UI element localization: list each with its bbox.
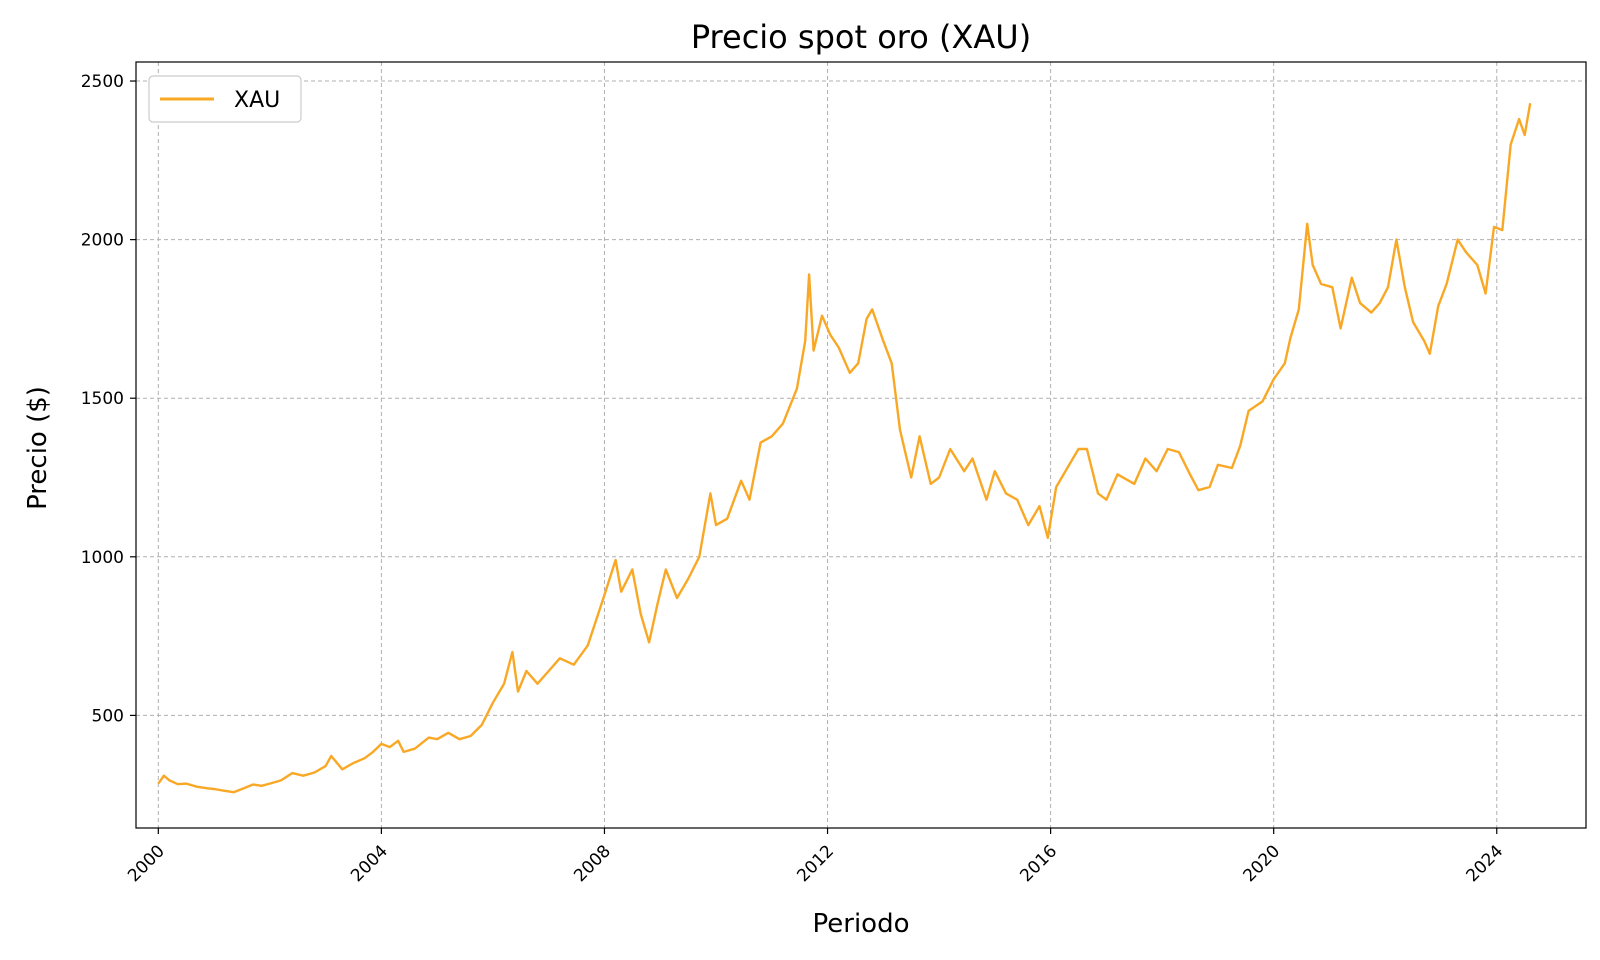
plot-area (135, 61, 1587, 829)
x-axis-label: Periodo (813, 909, 910, 939)
y-tick-label: 1000 (81, 548, 124, 568)
y-tick-label: 2500 (81, 72, 124, 92)
series-line-xau (157, 102, 1532, 794)
legend: XAU (148, 75, 302, 123)
chart-title: Precio spot oro (XAU) (691, 18, 1031, 56)
legend-label-xau: XAU (234, 88, 280, 113)
y-axis: 500 1000 1500 2000 2500 (81, 72, 136, 726)
legend-box (148, 75, 302, 123)
y-tick-label: 500 (92, 706, 124, 726)
series-layer (157, 102, 1532, 794)
grid (136, 62, 1586, 828)
y-tick-label: 2000 (81, 231, 124, 251)
y-tick-label: 1500 (81, 389, 124, 409)
y-axis-label: Precio ($) (23, 386, 53, 510)
